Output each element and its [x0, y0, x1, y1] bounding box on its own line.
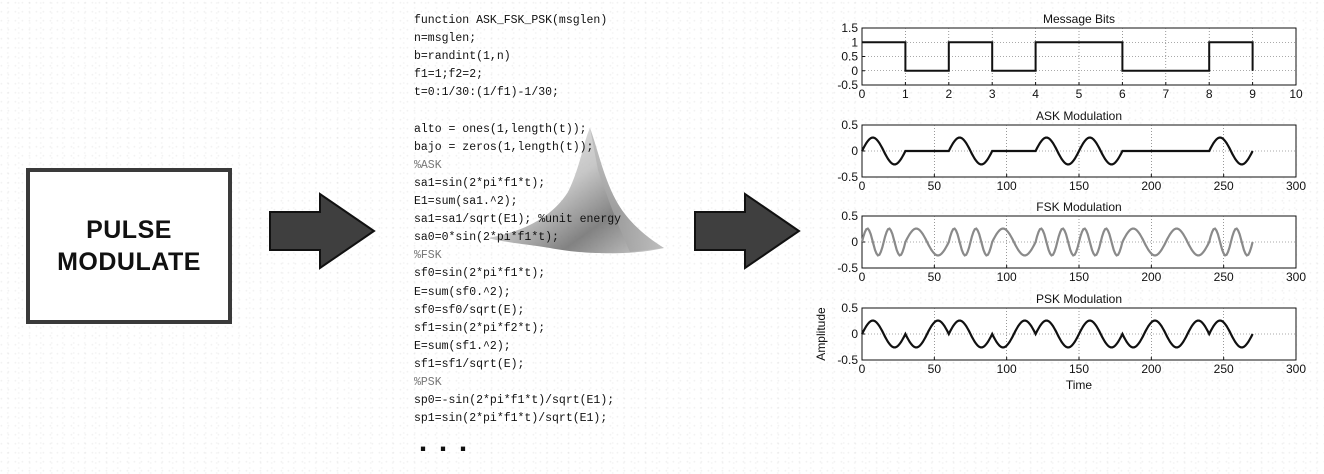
- code-line: sf0=sf0/sqrt(E);: [414, 303, 525, 317]
- block-label-line1: PULSE: [86, 216, 172, 244]
- x-tick-label: 50: [928, 270, 942, 284]
- x-tick-label: 4: [1032, 87, 1039, 101]
- x-tick-label: 200: [1141, 179, 1161, 193]
- x-tick-label: 250: [1214, 270, 1234, 284]
- code-line: sp0=-sin(2*pi*f1*t)/sqrt(E1);: [414, 394, 615, 408]
- code-line: %FSK: [414, 249, 442, 263]
- pulse-modulate-block: PULSE MODULATE: [26, 168, 232, 324]
- x-tick-label: 50: [928, 362, 942, 376]
- plot-title: FSK Modulation: [1036, 200, 1121, 214]
- x-tick-label: 0: [859, 270, 866, 284]
- x-tick-label: 0: [859, 362, 866, 376]
- y-tick-label: 0.5: [841, 50, 858, 64]
- y-tick-label: 0: [851, 64, 858, 78]
- right-arrow-icon: [694, 192, 801, 270]
- x-tick-label: 1: [902, 87, 909, 101]
- x-tick-label: 300: [1286, 179, 1306, 193]
- y-tick-label: -0.5: [837, 261, 858, 275]
- x-tick-label: 250: [1214, 179, 1234, 193]
- code-line: alto = ones(1,length(t));: [414, 122, 587, 136]
- matlab-membrane-surface-icon: [488, 128, 664, 254]
- code-line: t=0:1/30:(1/f1)-1/30;: [414, 86, 559, 100]
- x-tick-label: 200: [1141, 270, 1161, 284]
- x-tick-label: 300: [1286, 270, 1306, 284]
- x-tick-label: 0: [859, 87, 866, 101]
- code-line: %PSK: [414, 376, 442, 389]
- y-tick-label: 0: [851, 327, 858, 341]
- x-tick-label: 5: [1076, 87, 1083, 101]
- code-line: %ASK: [414, 158, 442, 172]
- matlab-code-panel: function ASK_FSK_PSK(msglen) n=msglen; b=r…: [414, 14, 674, 464]
- x-tick-label: 150: [1069, 179, 1089, 193]
- block-label-line2: MODULATE: [57, 248, 201, 276]
- x-tick-label: 10: [1289, 87, 1303, 101]
- code-line: E=sum(sf0.^2);: [414, 285, 511, 299]
- x-tick-label: 100: [997, 362, 1017, 376]
- x-tick-label: 300: [1286, 362, 1306, 376]
- code-line: n=msglen;: [414, 32, 477, 46]
- y-axis-label: Amplitude: [814, 307, 828, 361]
- x-tick-label: 3: [989, 87, 996, 101]
- code-line: sa0=0*sin(2*pi*f1*t);: [414, 231, 559, 245]
- code-line: sp1=sin(2*pi*f1*t)/sqrt(E1);: [414, 412, 608, 426]
- series-line: [861, 319, 1254, 349]
- series-line: [861, 136, 1254, 166]
- y-tick-label: -0.5: [837, 353, 858, 367]
- y-tick-label: 1.5: [841, 21, 858, 35]
- x-tick-label: 150: [1069, 362, 1089, 376]
- x-tick-label: 6: [1119, 87, 1126, 101]
- right-arrow-icon: [269, 192, 376, 270]
- x-tick-label: 2: [945, 87, 952, 101]
- x-tick-label: 250: [1214, 362, 1234, 376]
- plot-title: PSK Modulation: [1036, 292, 1122, 306]
- code-line: bajo = zeros(1,length(t));: [414, 140, 594, 154]
- y-tick-label: 0.5: [841, 209, 858, 223]
- code-line: E=sum(sf1.^2);: [414, 339, 511, 353]
- x-tick-label: 200: [1141, 362, 1161, 376]
- code-line: b=randint(1,n): [414, 50, 511, 64]
- x-tick-label: 0: [859, 179, 866, 193]
- x-tick-label: 9: [1249, 87, 1256, 101]
- x-tick-label: 150: [1069, 270, 1089, 284]
- x-tick-label: 50: [928, 179, 942, 193]
- y-tick-label: 1: [851, 35, 858, 49]
- code-line: sf1=sin(2*pi*f2*t);: [414, 321, 546, 335]
- y-tick-label: 0: [851, 235, 858, 249]
- series-line: [860, 227, 1254, 257]
- y-tick-label: -0.5: [837, 170, 858, 184]
- code-line: sf1=sf1/sqrt(E);: [414, 357, 525, 371]
- x-tick-label: 7: [1162, 87, 1169, 101]
- x-tick-label: 100: [997, 179, 1017, 193]
- y-tick-label: 0: [851, 144, 858, 158]
- code-line: function ASK_FSK_PSK(msglen): [414, 14, 608, 27]
- plot-title: Message Bits: [1043, 12, 1115, 26]
- code-line: sa1=sa1/sqrt(E1); %unit energy: [414, 213, 622, 227]
- x-axis-label: Time: [1066, 378, 1093, 392]
- plot-title: ASK Modulation: [1036, 109, 1122, 123]
- series-line: [862, 41, 1254, 72]
- x-tick-label: 8: [1206, 87, 1213, 101]
- x-tick-label: 100: [997, 270, 1017, 284]
- y-tick-label: -0.5: [837, 78, 858, 92]
- code-line: f1=1;f2=2;: [414, 68, 484, 82]
- code-line: sf0=sin(2*pi*f1*t);: [414, 267, 546, 281]
- code-line: E1=sum(sa1.^2);: [414, 195, 518, 208]
- code-line: sa1=sin(2*pi*f1*t);: [414, 176, 546, 190]
- y-tick-label: 0.5: [841, 301, 858, 315]
- y-tick-label: 0.5: [841, 118, 858, 132]
